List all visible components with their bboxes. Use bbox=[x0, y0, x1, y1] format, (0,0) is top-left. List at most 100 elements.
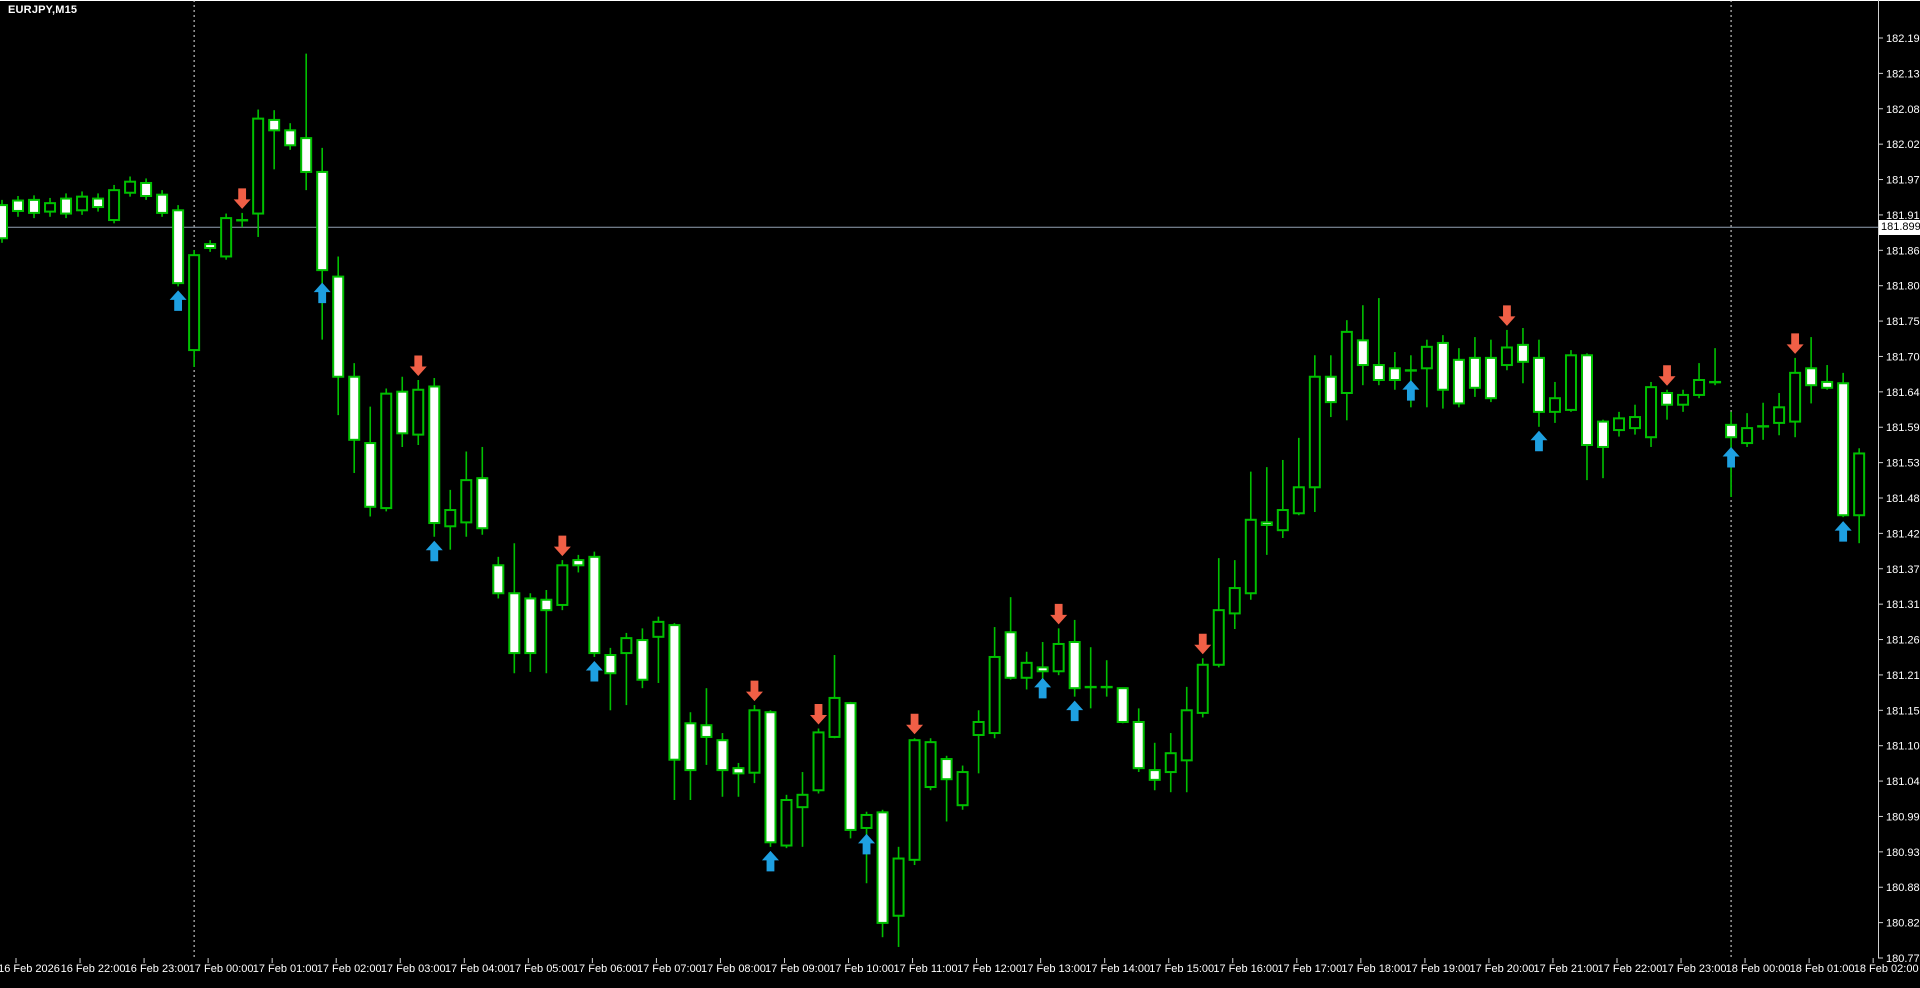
sell-arrow-icon[interactable] bbox=[906, 713, 924, 735]
candle-body-bear bbox=[700, 724, 713, 738]
candle bbox=[636, 628, 649, 689]
candle bbox=[1564, 350, 1577, 412]
candle bbox=[1436, 335, 1449, 409]
time-tick-label: 17 Feb 10:00 bbox=[829, 963, 894, 975]
candle-body-bear bbox=[1580, 354, 1593, 447]
time-tick-label: 17 Feb 20:00 bbox=[1469, 963, 1534, 975]
price-tick-label: 181.700 bbox=[1886, 351, 1920, 363]
candle bbox=[572, 554, 585, 573]
candle-body-bull bbox=[76, 195, 89, 212]
sell-arrow-icon[interactable] bbox=[233, 188, 251, 209]
buy-arrow-icon[interactable] bbox=[1722, 447, 1740, 468]
time-tick-label: 18 Feb 01:00 bbox=[1790, 963, 1855, 975]
buy-arrow-icon[interactable] bbox=[585, 660, 603, 682]
buy-arrow-icon[interactable] bbox=[1402, 380, 1420, 401]
candle bbox=[732, 762, 745, 797]
buy-arrow-icon[interactable] bbox=[313, 282, 331, 304]
candle bbox=[1420, 339, 1433, 408]
candle-body-bull bbox=[908, 739, 921, 861]
candle bbox=[444, 489, 457, 550]
candle bbox=[524, 593, 537, 672]
candle bbox=[172, 205, 185, 287]
time-tick-label: 17 Feb 18:00 bbox=[1341, 963, 1406, 975]
candle bbox=[428, 378, 441, 537]
sell-arrow-icon[interactable] bbox=[810, 703, 828, 725]
candle-body-bear bbox=[364, 442, 377, 508]
buy-arrow-icon[interactable] bbox=[1066, 700, 1084, 722]
time-tick-label: 17 Feb 09:00 bbox=[765, 963, 830, 975]
candle bbox=[348, 363, 361, 473]
sell-arrow-icon[interactable] bbox=[1498, 305, 1516, 326]
candle-body-bull bbox=[1180, 709, 1193, 762]
candle-body-bull bbox=[1244, 518, 1257, 595]
candle-body-bear bbox=[1036, 666, 1049, 673]
candle-body-bull bbox=[1420, 345, 1433, 370]
sell-arrow-icon[interactable] bbox=[1786, 333, 1804, 354]
candle bbox=[1100, 660, 1113, 697]
candle bbox=[204, 240, 217, 252]
candle-body-bull bbox=[812, 731, 825, 792]
time-tick-label: 17 Feb 01:00 bbox=[253, 963, 318, 975]
candle bbox=[540, 590, 553, 674]
candle-body-bear bbox=[396, 390, 409, 435]
buy-arrow-icon[interactable] bbox=[1834, 521, 1852, 542]
candle-body-bull bbox=[44, 202, 57, 213]
candle bbox=[92, 193, 105, 212]
price-tick-label: 181.970 bbox=[1886, 175, 1920, 187]
buy-arrow-icon[interactable] bbox=[858, 833, 876, 855]
candle-body-bear bbox=[1132, 720, 1145, 770]
candle-doji-dash bbox=[1709, 380, 1722, 384]
time-tick-label: 17 Feb 06:00 bbox=[573, 963, 638, 975]
candle-body-bear bbox=[1068, 641, 1081, 690]
candle-body-bear bbox=[172, 209, 185, 285]
candle-body-bear bbox=[284, 129, 297, 147]
buy-arrow-icon[interactable] bbox=[169, 290, 187, 311]
candle-body-bull bbox=[1340, 330, 1353, 394]
buy-arrow-icon[interactable] bbox=[761, 850, 779, 872]
candle bbox=[1148, 742, 1161, 791]
candle-doji-dash bbox=[1404, 369, 1417, 372]
candle bbox=[332, 256, 345, 416]
sell-arrow-icon[interactable] bbox=[409, 355, 427, 376]
candle-body-bear bbox=[1661, 391, 1674, 406]
sell-arrow-icon[interactable] bbox=[553, 535, 571, 557]
price-tick-label: 182.025 bbox=[1886, 139, 1920, 151]
candle bbox=[1052, 628, 1065, 676]
candle-body-bear bbox=[12, 199, 25, 212]
price-tick-label: 181.265 bbox=[1886, 635, 1920, 647]
candle bbox=[380, 388, 393, 512]
time-tick-label: 18 Feb 02:00 bbox=[1854, 963, 1919, 975]
candle-body-bull bbox=[1613, 417, 1626, 432]
candle-body-bull bbox=[1276, 509, 1289, 532]
candle-body-bear bbox=[684, 722, 697, 772]
candle bbox=[156, 190, 169, 217]
sell-arrow-icon[interactable] bbox=[1194, 633, 1212, 655]
time-tick-label: 17 Feb 22:00 bbox=[1598, 963, 1663, 975]
candle bbox=[476, 446, 489, 535]
time-tick-label: 17 Feb 21:00 bbox=[1534, 963, 1599, 975]
candle bbox=[1468, 337, 1481, 397]
sell-arrow-icon[interactable] bbox=[745, 680, 763, 702]
candle bbox=[1372, 298, 1385, 386]
candle-body-bull bbox=[1308, 375, 1321, 489]
sell-arrow-icon[interactable] bbox=[1050, 603, 1068, 625]
buy-arrow-icon[interactable] bbox=[425, 540, 443, 562]
buy-arrow-icon[interactable] bbox=[1034, 677, 1052, 699]
candle-body-bear bbox=[508, 592, 521, 655]
price-tick-label: 181.045 bbox=[1886, 776, 1920, 788]
sell-arrow-icon[interactable] bbox=[1658, 365, 1676, 386]
candle bbox=[1757, 402, 1770, 440]
candle bbox=[252, 109, 265, 237]
candle-body-bull bbox=[924, 741, 937, 789]
time-tick-label: 17 Feb 07:00 bbox=[637, 963, 702, 975]
candle bbox=[588, 551, 601, 657]
candle bbox=[556, 560, 569, 611]
candle-body-bull bbox=[956, 771, 969, 807]
candle bbox=[604, 647, 617, 711]
price-tick-label: 181.915 bbox=[1886, 210, 1920, 222]
candle bbox=[668, 623, 681, 801]
candle-body-bull bbox=[1741, 427, 1754, 445]
buy-arrow-icon[interactable] bbox=[1530, 430, 1548, 452]
candle bbox=[28, 195, 41, 219]
